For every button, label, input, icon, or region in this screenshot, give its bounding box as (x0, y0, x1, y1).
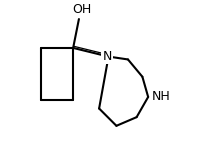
Text: OH: OH (72, 3, 91, 16)
Text: N: N (102, 50, 112, 63)
Text: NH: NH (152, 91, 171, 104)
